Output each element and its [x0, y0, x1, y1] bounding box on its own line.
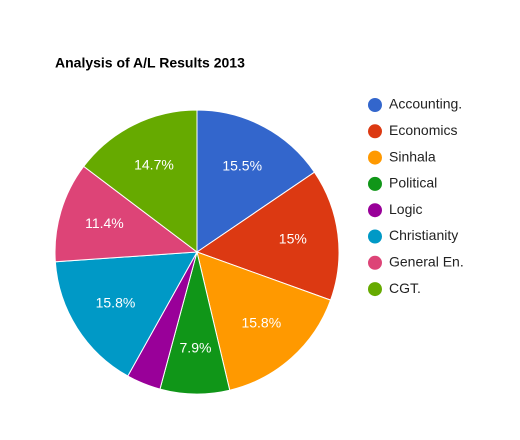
- legend-marker: [368, 124, 382, 139]
- data-label: 15.8%: [96, 294, 136, 310]
- pie-slice: [196, 109, 316, 253]
- legend-marker: [368, 98, 382, 112]
- pie-slice: [196, 251, 332, 391]
- legend-marker: [368, 282, 382, 297]
- legend-label: Christianity: [389, 227, 458, 243]
- data-label: 7.9%: [180, 339, 212, 355]
- legend-label: Logic: [389, 201, 422, 217]
- legend-label: Economics: [389, 122, 457, 138]
- data-label: 15.5%: [222, 157, 262, 173]
- data-label: 14.7%: [134, 156, 174, 172]
- pie-slice: [54, 251, 198, 377]
- pie-slice: [195, 171, 340, 301]
- legend-marker: [368, 203, 382, 218]
- legend-label: Accounting.: [389, 96, 462, 112]
- data-label: 15%: [279, 231, 307, 247]
- legend-label: Sinhala: [389, 148, 436, 164]
- legend-label: Political: [389, 175, 437, 191]
- legend-label: General En.: [389, 254, 464, 270]
- data-label: 11.4%: [85, 215, 124, 231]
- chart-title: Analysis of A/L Results 2013: [55, 55, 245, 71]
- legend-marker: [368, 229, 382, 244]
- legend-marker: [368, 255, 382, 270]
- pie-slice: [54, 165, 199, 263]
- data-label: 15.8%: [241, 315, 281, 331]
- legend-marker: [368, 150, 382, 165]
- pie-slice: [83, 109, 198, 254]
- legend-label: CGT.: [389, 280, 421, 296]
- legend-marker: [368, 176, 382, 191]
